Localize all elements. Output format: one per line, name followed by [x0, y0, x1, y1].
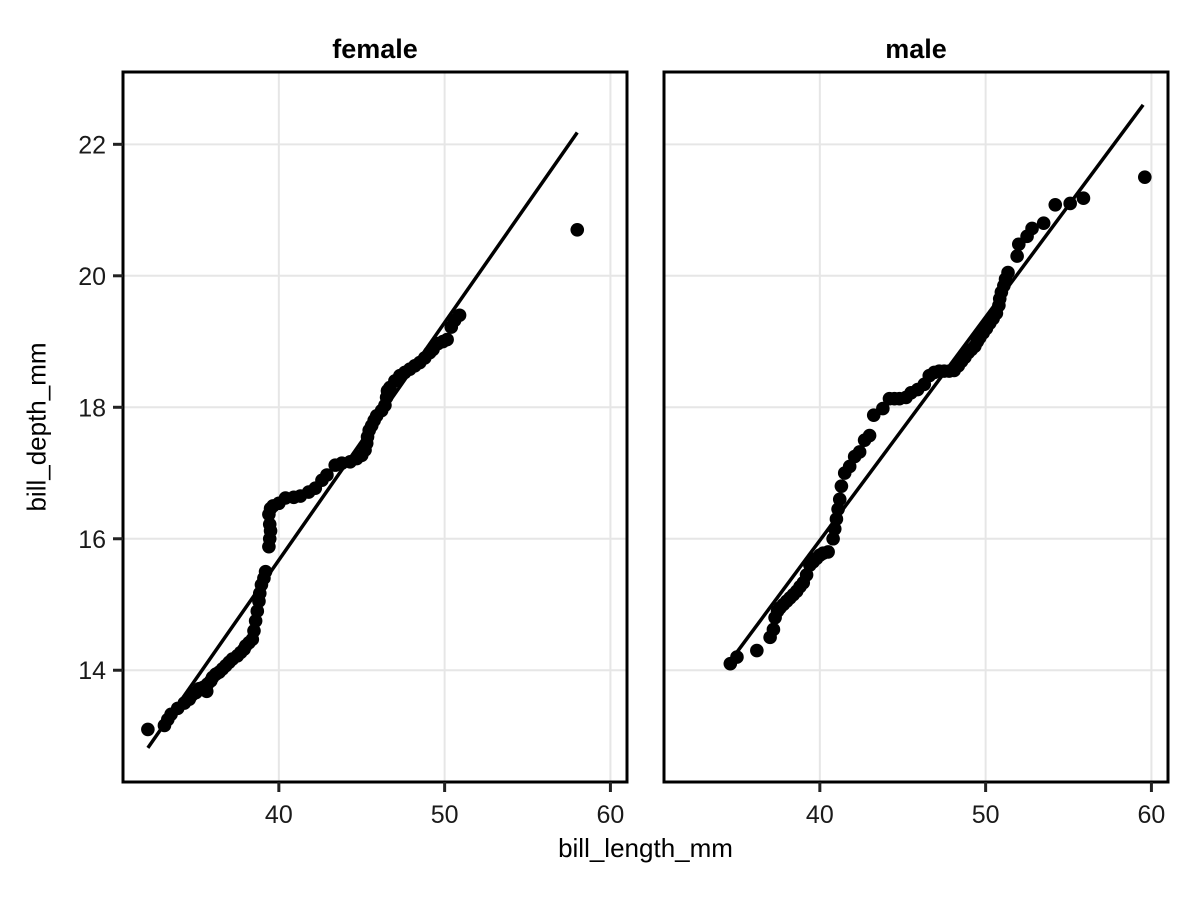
y-tick-label: 14	[78, 657, 106, 685]
y-tick-label: 20	[78, 263, 106, 291]
data-point	[1137, 170, 1152, 184]
data-point	[862, 428, 877, 443]
data-point	[570, 222, 585, 237]
x-tick-label: 50	[972, 801, 1000, 829]
x-tick-label: 40	[265, 801, 293, 829]
data-point	[766, 622, 781, 637]
x-tick-label: 60	[1138, 801, 1166, 829]
panel-border	[662, 70, 1170, 784]
y-tick-label: 22	[78, 131, 106, 159]
data-point	[1063, 196, 1077, 211]
data-point	[834, 479, 849, 493]
y-tick-label: 16	[78, 526, 106, 554]
data-point	[821, 545, 835, 559]
data-point	[750, 643, 764, 658]
panel-female: 40 50 60 14 16 18 20 22	[78, 70, 629, 829]
data-point	[1001, 265, 1015, 280]
y-axis-title: bill_depth_mm	[21, 342, 52, 512]
data-point	[141, 722, 155, 737]
y-tick-label: 18	[78, 394, 106, 422]
data-point	[1025, 221, 1039, 236]
panel-male: 40 50 60	[662, 70, 1170, 829]
x-tick-label: 60	[597, 801, 625, 829]
x-axis-title: bill_length_mm	[558, 833, 733, 863]
data-point	[1036, 216, 1051, 231]
panel-border	[121, 70, 629, 784]
data-point	[452, 308, 467, 323]
data-point	[320, 468, 334, 482]
data-point	[1076, 191, 1091, 206]
data-point	[852, 445, 867, 459]
facet-title-male: male	[885, 34, 947, 64]
data-point	[832, 492, 847, 507]
data-point	[1048, 197, 1063, 212]
data-point	[730, 650, 744, 664]
data-point	[440, 332, 454, 347]
data-point	[258, 564, 273, 579]
trend-line	[728, 103, 1145, 663]
x-tick-label: 50	[431, 801, 459, 829]
facet-title-female: female	[332, 34, 418, 64]
x-tick-label: 40	[806, 801, 834, 829]
data-point	[1010, 249, 1024, 263]
data-point	[262, 517, 277, 532]
data-point	[876, 401, 890, 416]
